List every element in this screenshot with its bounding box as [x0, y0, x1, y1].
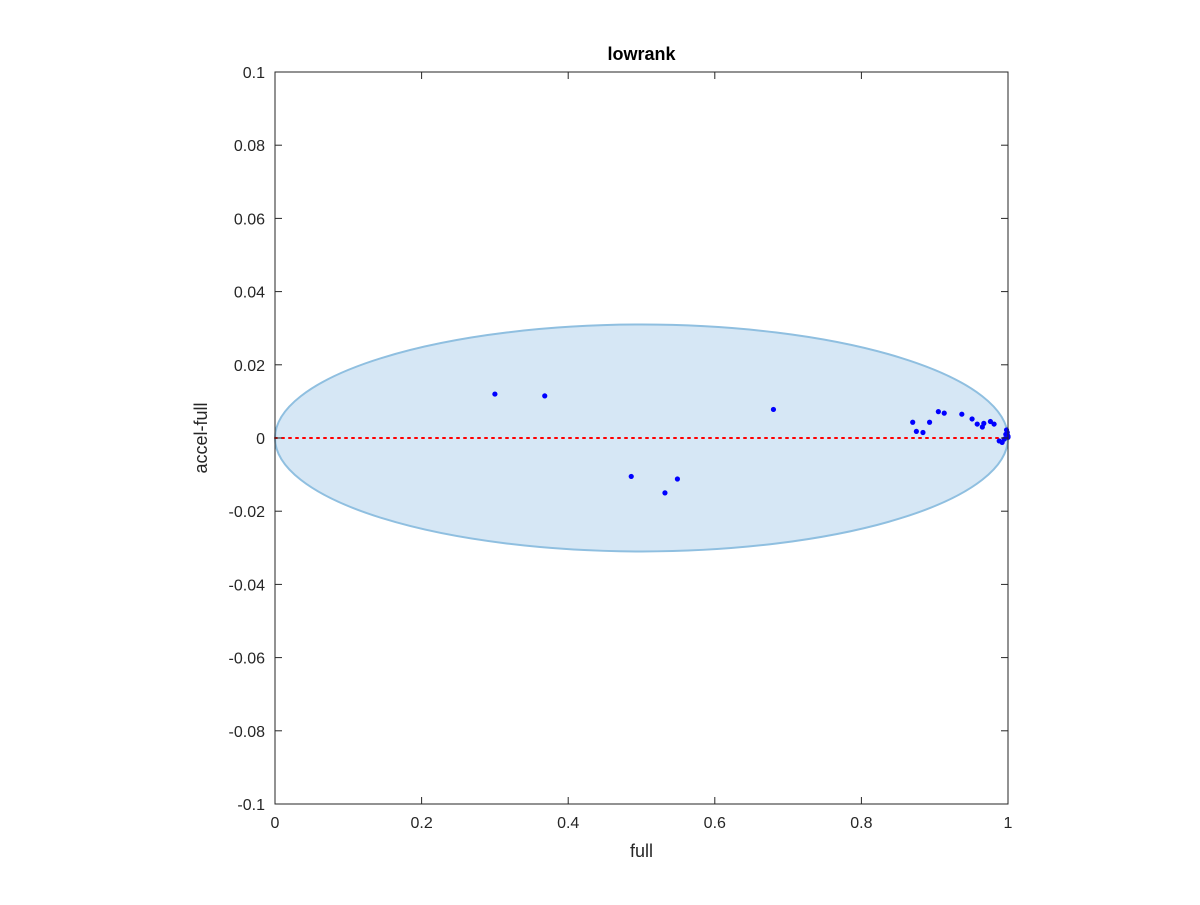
y-tick-label: -0.02 [229, 504, 266, 521]
y-tick-label: -0.1 [237, 797, 265, 814]
x-axis-label: full [630, 841, 653, 861]
y-ticks: 0.1 0.08 0.06 0.04 0.02 0 -0.02 -0.04 -0.06 -0.08… [229, 65, 1008, 814]
x-ticks: 0 0.2 0.4 0.6 0.8 1 [271, 72, 1013, 832]
x-tick-label: 0.8 [850, 815, 872, 832]
data-point [770, 406, 777, 413]
data-point [959, 411, 965, 417]
data-point [935, 409, 941, 415]
y-tick-label: -0.08 [229, 724, 266, 741]
data-point [628, 473, 634, 480]
data-point [969, 416, 975, 422]
y-tick-label: 0.06 [234, 211, 265, 228]
y-tick-label: -0.06 [229, 651, 266, 668]
y-tick-label: 0.04 [234, 285, 265, 302]
data-point [674, 476, 681, 482]
y-tick-label: -0.04 [229, 577, 266, 594]
data-point [910, 419, 916, 425]
data-point [981, 420, 987, 426]
data-point [542, 393, 548, 399]
y-axis-label: accel-full [191, 402, 211, 473]
data-point [987, 418, 994, 425]
data-point [941, 410, 947, 416]
data-point [1004, 432, 1010, 438]
data-point [991, 421, 997, 427]
y-tick-label: 0.1 [243, 65, 265, 82]
chart-title: lowrank [607, 44, 676, 64]
y-tick-label: 0.02 [234, 358, 265, 375]
data-point [974, 421, 980, 427]
y-tick-label: 0.08 [234, 138, 265, 155]
x-tick-label: 0.6 [704, 815, 726, 832]
data-point [492, 391, 498, 397]
data-point [662, 490, 668, 496]
data-point [926, 419, 933, 425]
data-point [920, 429, 926, 436]
x-tick-label: 0.4 [557, 815, 579, 832]
data-point [913, 428, 919, 435]
x-tick-label: 1 [1004, 815, 1013, 832]
y-tick-label: 0 [256, 431, 265, 448]
x-tick-label: 0 [271, 815, 280, 832]
points-layer [492, 391, 1011, 496]
x-tick-label: 0.2 [410, 815, 432, 832]
